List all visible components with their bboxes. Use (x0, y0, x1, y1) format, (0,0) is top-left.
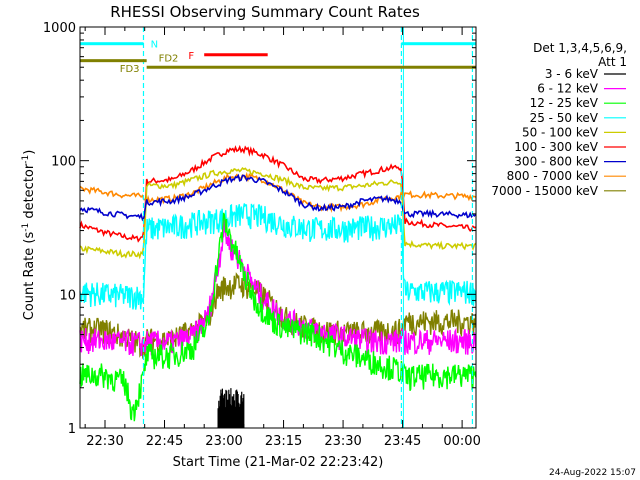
legend-label-300-800-keV: 300 - 800 keV (514, 155, 598, 169)
flag-label-n: N (151, 40, 158, 51)
plot-frame (79, 26, 477, 429)
y-tick-label-1: 1 (68, 422, 76, 437)
legend-label-3-6-keV: 3 - 6 keV (545, 67, 599, 81)
series-line-12-25-keV (79, 212, 477, 422)
flag-bar-n-1 (401, 42, 476, 46)
series-line-25-50-keV (79, 203, 477, 310)
footer-date: 24-Aug-2022 15:07 (549, 468, 636, 478)
y-axis-label-end: ) (22, 150, 37, 155)
x-tick-label-2330: 23:30 (324, 434, 361, 449)
legend-label-7000-15000-keV: 7000 - 15000 keV (491, 184, 598, 198)
series-burst-3-6-keV (217, 388, 245, 428)
legend-label-12-25-keV: 12 - 25 keV (530, 96, 599, 110)
flag-bar-n-0 (80, 42, 144, 46)
y-tick-label-100: 100 (51, 155, 76, 170)
x-axis-label: Start Time (21-Mar-02 22:23:42) (173, 455, 384, 470)
y-axis-label-sup2: -1 (21, 155, 31, 164)
y-axis-label-tail: detector (22, 163, 37, 223)
legend-label-100-300-keV: 100 - 300 keV (514, 140, 598, 154)
y-axis-label-sup: -1 (21, 223, 31, 232)
legend-header-line-2: Att 1 (598, 55, 627, 69)
flag-label-f: F (188, 51, 194, 62)
flag-bar-fd3-0 (146, 65, 476, 69)
y-axis-label: Count Rate (s-1 detector-1) (21, 150, 37, 321)
legend-label-50-100-keV: 50 - 100 keV (522, 125, 599, 139)
x-tick-label-0000: 00:00 (443, 434, 480, 449)
legend-header-line-1: Det 1,3,4,5,6,9, (533, 41, 627, 55)
x-tick-label-2345: 23:45 (384, 434, 421, 449)
series-line-300-800-keV (79, 173, 477, 222)
y-tick-label-1000: 1000 (43, 21, 76, 36)
flag-bar-fd2-0 (80, 59, 147, 63)
chart-title: RHESSI Observing Summary Count Rates (110, 3, 420, 21)
x-tick-label-2230: 22:30 (86, 434, 123, 449)
y-axis-label-main: Count Rate (s (22, 232, 37, 321)
x-tick-label-2245: 22:45 (146, 434, 183, 449)
legend-label-6-12-keV: 6 - 12 keV (537, 82, 599, 96)
x-tick-label-2315: 23:15 (265, 434, 302, 449)
legend-label-25-50-keV: 25 - 50 keV (530, 111, 599, 125)
x-tick-label-2300: 23:00 (205, 434, 242, 449)
legend-label-800-7000-keV: 800 - 7000 keV (507, 169, 599, 183)
tick-layer: 22:30 22:45 23:00 23:15 23:30 23:45 00:00 1 10 10… (43, 21, 481, 449)
flag-label-fd3: FD3 (120, 64, 140, 75)
marker-layer: N F FD2 FD3 (80, 27, 476, 428)
flag-label-fd2: FD2 (159, 54, 179, 65)
y-tick-label-10: 10 (59, 288, 76, 303)
flag-bar-f-0 (204, 53, 268, 57)
series-layer (79, 144, 477, 428)
